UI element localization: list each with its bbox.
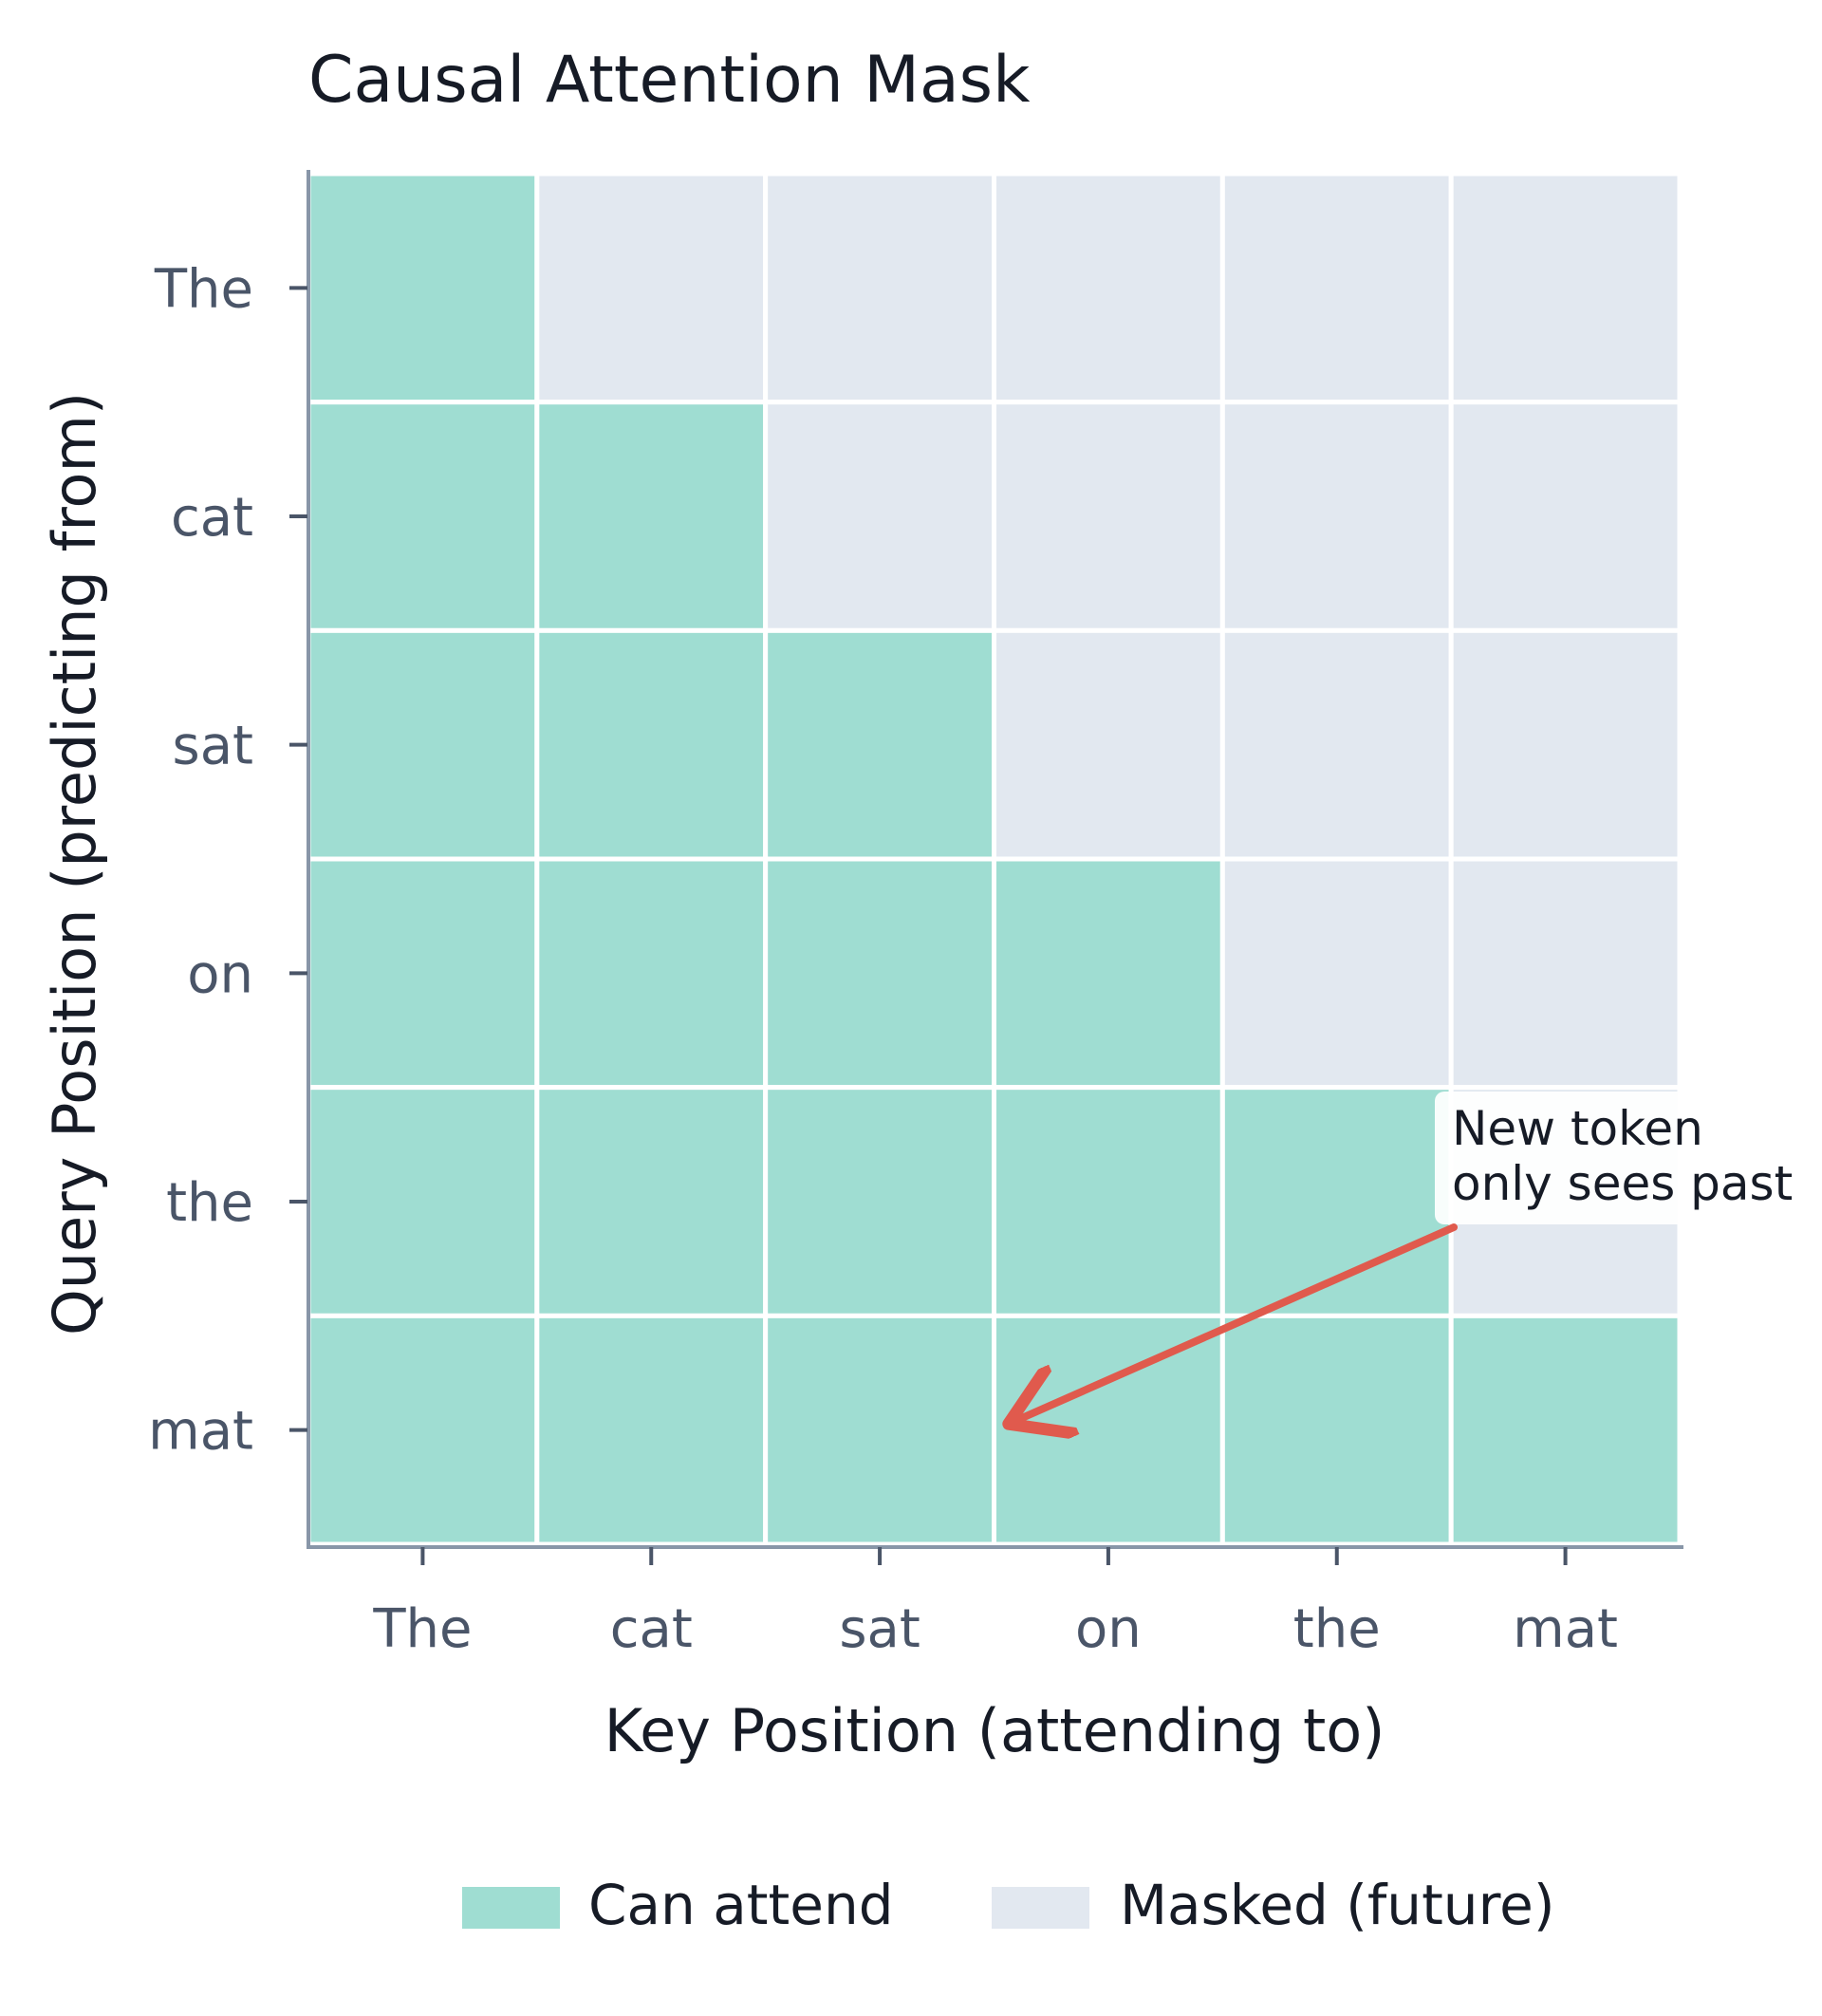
y-tick-label: sat (173, 716, 253, 777)
legend-swatch (462, 1887, 560, 1929)
heatmap-cell-the-mat-masked (1448, 171, 1683, 405)
y-tick-label: on (187, 943, 253, 1005)
x-tick-label: sat (839, 1598, 920, 1660)
heatmap-cell-the-the-attend (306, 1085, 540, 1318)
heatmap-cell-on-sat-attend (763, 856, 997, 1091)
heatmap-cell-the-on-attend (992, 1085, 1225, 1318)
annotation-arrow (1015, 1223, 1458, 1421)
x-axis-ticks: The cat sat on the mat (372, 1547, 1618, 1660)
heatmap-cell-cat-the-masked (1219, 400, 1454, 633)
heatmap-cell-on-mat-masked (1448, 856, 1683, 1091)
heatmap-cell-mat-the-attend (306, 1313, 540, 1547)
legend-swatch (992, 1887, 1089, 1929)
heatmap-cell-cat-mat-masked (1448, 400, 1683, 633)
heatmap-cell-sat-cat-attend (534, 627, 769, 862)
heatmap-cell-the-the-attend (306, 171, 540, 405)
heatmap-cell-on-the-masked (1219, 856, 1454, 1091)
x-tick-label: on (1075, 1598, 1142, 1660)
y-tick-label: the (166, 1172, 253, 1234)
heatmap-cell-cat-cat-attend (534, 400, 769, 633)
heatmap-cell-mat-mat-attend (1448, 1313, 1683, 1547)
y-axis-label: Query Position (predicting from) (40, 392, 109, 1335)
heatmap-cell-on-cat-attend (534, 856, 769, 1091)
annotation-text-line: New token (1452, 1101, 1703, 1156)
x-tick-label: The (372, 1598, 472, 1660)
heatmap-cell-on-on-attend (992, 856, 1225, 1091)
heatmap-cells (306, 171, 1683, 1547)
heatmap-cell-sat-the-masked (1219, 627, 1454, 862)
annotation-text-line: only sees past (1452, 1156, 1793, 1211)
heatmap-cell-sat-the-attend (306, 627, 540, 862)
y-tick-label: cat (171, 487, 253, 549)
x-axis-label: Key Position (attending to) (604, 1696, 1385, 1765)
y-axis-ticks: The cat sat on the mat (148, 258, 307, 1463)
y-tick-label: mat (148, 1401, 253, 1463)
x-tick-label: cat (610, 1598, 693, 1660)
heatmap-cell-sat-on-masked (992, 627, 1225, 862)
x-tick-label: the (1293, 1598, 1381, 1660)
y-tick-label: The (154, 258, 253, 320)
heatmap-cell-on-the-attend (306, 856, 540, 1091)
heatmap-cell-mat-cat-attend (534, 1313, 769, 1547)
legend-label: Masked (future) (1120, 1873, 1554, 1937)
heatmap-cell-mat-sat-attend (763, 1313, 997, 1547)
legend-label: Can attend (588, 1873, 894, 1937)
heatmap-cell-cat-on-masked (992, 400, 1225, 633)
chart-title: Causal Attention Mask (308, 43, 1031, 118)
axes (307, 170, 1683, 1549)
legend: Can attend Masked (future) (462, 1873, 1554, 1937)
heatmap-cell-the-on-masked (992, 171, 1225, 405)
heatmap-cell-cat-the-attend (306, 400, 540, 633)
heatmap-cell-the-the-masked (1219, 171, 1454, 405)
heatmap-cell-the-sat-masked (763, 171, 997, 405)
x-tick-label: mat (1513, 1598, 1618, 1660)
annotation-box (1435, 1092, 1801, 1224)
heatmap-cell-the-cat-masked (534, 171, 769, 405)
heatmap-cell-mat-the-attend (1219, 1313, 1454, 1547)
heatmap-cell-the-sat-attend (763, 1085, 997, 1318)
heatmap-cell-sat-sat-attend (763, 627, 997, 862)
heatmap-cell-mat-on-attend (992, 1313, 1225, 1547)
heatmap-cell-sat-mat-masked (1448, 627, 1683, 862)
heatmap-cell-cat-sat-masked (763, 400, 997, 633)
heatmap-cell-the-cat-attend (534, 1085, 769, 1318)
